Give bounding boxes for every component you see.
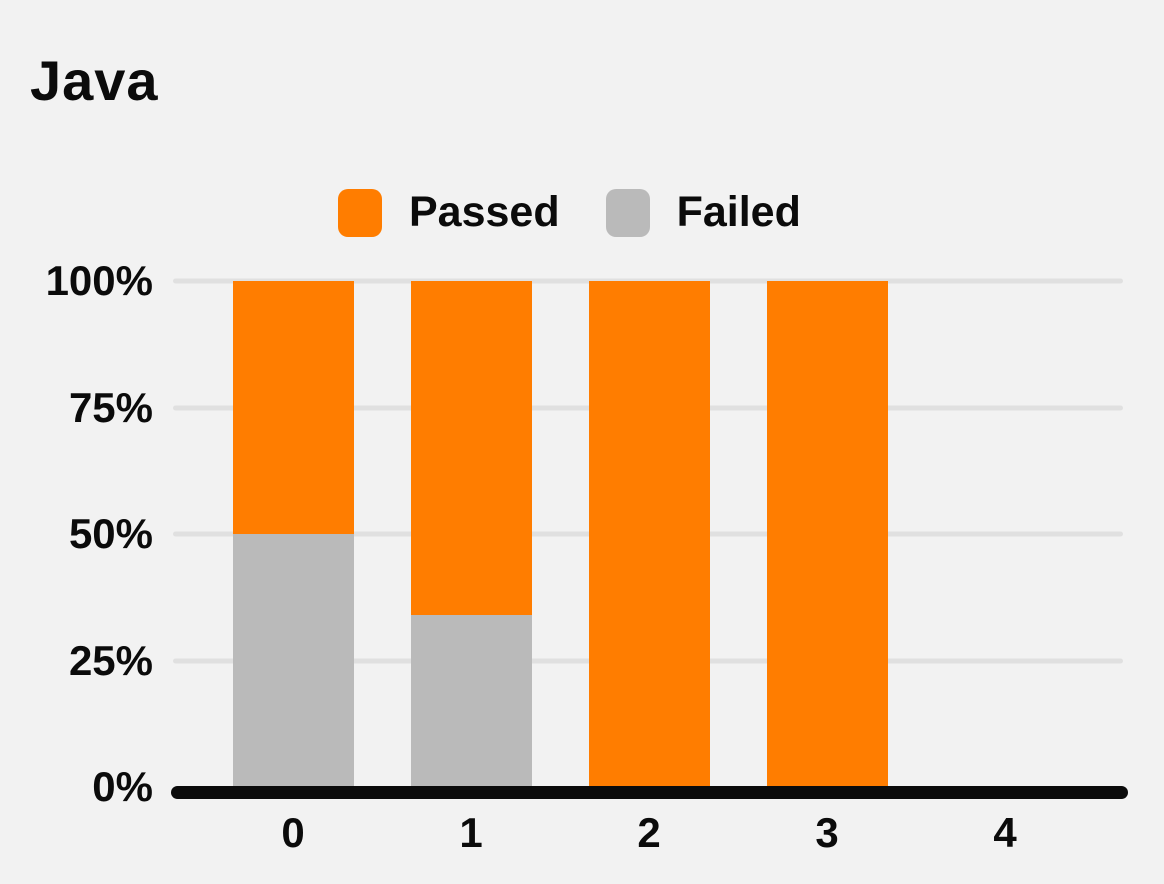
y-axis-label: 50% [68, 510, 153, 557]
x-axis-label: 2 [637, 809, 661, 856]
bar-category-2 [588, 281, 710, 787]
y-axis-label: 0% [92, 763, 153, 810]
y-axis-label: 100% [45, 257, 153, 304]
legend-item-passed: Passed [338, 188, 560, 237]
chart-title: Java [30, 49, 159, 112]
bar-segment-passed [410, 281, 532, 615]
y-axis-label: 75% [68, 383, 153, 431]
bar-category-0 [232, 281, 354, 787]
x-axis-label: 4 [993, 809, 1017, 856]
bar-segment-failed [232, 534, 354, 787]
failed-swatch-icon [605, 188, 650, 237]
x-axis-label: 0 [281, 809, 305, 856]
x-axis-label: 1 [459, 809, 483, 856]
x-axis-line [171, 786, 1128, 799]
y-axis-label: 25% [68, 636, 153, 684]
passed-swatch-icon [338, 188, 382, 237]
bar-category-1 [410, 281, 532, 787]
legend-item-failed: Failed [605, 188, 801, 237]
x-axis-label: 3 [815, 809, 839, 856]
bar-segment-passed [232, 281, 354, 534]
bar-category-3 [766, 281, 888, 787]
legend-label-failed: Failed [676, 188, 801, 236]
bar-segment-passed [766, 281, 888, 787]
legend-label-passed: Passed [409, 188, 560, 236]
legend: Passed Failed [338, 188, 801, 237]
plot-area [173, 278, 1123, 787]
bar-segment-failed [410, 614, 532, 787]
bar-segment-passed [588, 281, 710, 787]
